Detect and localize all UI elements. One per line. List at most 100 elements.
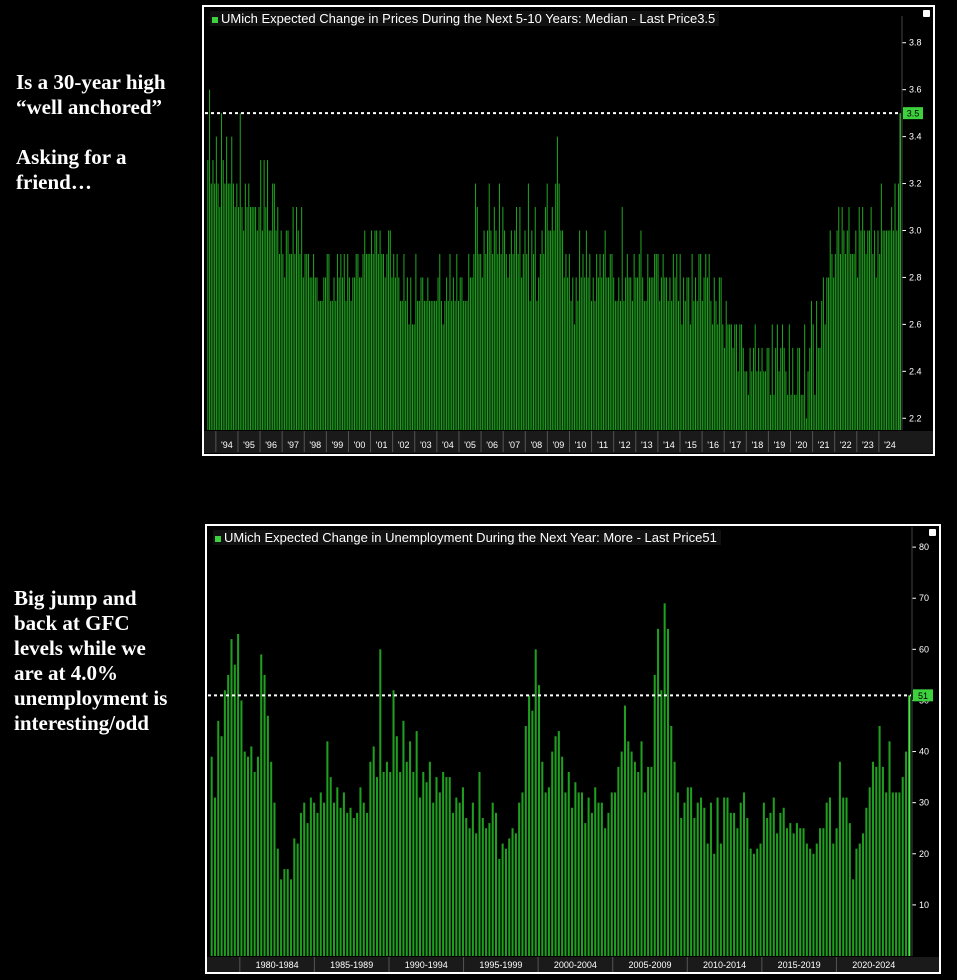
- data-bar: [382, 253, 385, 430]
- data-bar: [686, 277, 688, 430]
- data-bar: [679, 253, 681, 430]
- data-bar: [388, 230, 390, 430]
- data-bar: [276, 848, 279, 956]
- data-bar: [762, 802, 765, 956]
- data-bar: [258, 207, 260, 430]
- data-bar: [831, 253, 833, 430]
- data-bar: [723, 797, 726, 956]
- data-bar: [222, 160, 224, 430]
- data-bar: [505, 253, 507, 430]
- data-bar: [364, 230, 366, 430]
- x-tick-label: 2000-2004: [554, 960, 597, 970]
- data-bar: [536, 300, 538, 430]
- data-bar: [664, 277, 666, 430]
- y-tick-label: 3.4: [909, 132, 922, 142]
- data-bar: [759, 371, 761, 430]
- data-bar: [455, 797, 458, 956]
- data-bar: [776, 833, 779, 956]
- data-bar: [220, 113, 223, 431]
- data-bar: [706, 277, 708, 430]
- data-bar: [338, 277, 340, 430]
- data-bar: [311, 277, 313, 430]
- data-bar: [895, 792, 898, 956]
- x-tick-label: 2005-2009: [628, 960, 671, 970]
- data-bar: [554, 736, 557, 956]
- data-bar: [495, 812, 498, 956]
- data-bar: [670, 726, 673, 956]
- data-bar: [215, 136, 217, 430]
- data-bar: [561, 756, 564, 956]
- data-bar: [739, 802, 742, 956]
- data-bar: [339, 807, 342, 956]
- data-bar: [812, 324, 814, 430]
- data-bar: [592, 277, 594, 430]
- data-bar: [319, 792, 322, 956]
- data-bar: [392, 690, 395, 956]
- data-bar: [521, 277, 523, 430]
- data-bar: [469, 277, 471, 430]
- data-bar: [637, 277, 639, 430]
- data-bar: [369, 761, 372, 956]
- data-bar: [575, 277, 577, 430]
- x-tick-label: '06: [486, 440, 498, 450]
- data-bar: [719, 843, 722, 956]
- data-bar: [237, 634, 240, 956]
- data-bar: [633, 253, 635, 430]
- data-bar: [832, 843, 835, 956]
- data-bar: [403, 253, 405, 430]
- data-bar: [705, 253, 707, 430]
- data-bar: [531, 710, 534, 956]
- panel-corner-icon[interactable]: [929, 529, 936, 536]
- data-bar: [752, 347, 755, 430]
- data-bar: [865, 807, 868, 956]
- data-bar: [306, 823, 309, 956]
- data-bar: [309, 277, 311, 430]
- y-tick-label: 20: [919, 849, 929, 859]
- data-bar: [521, 792, 524, 956]
- data-bar: [812, 853, 815, 956]
- data-bar: [478, 253, 480, 430]
- data-bar: [706, 843, 709, 956]
- data-bar: [846, 230, 848, 430]
- x-tick-label: '20: [796, 440, 808, 450]
- x-tick-label: '97: [287, 440, 299, 450]
- data-bar: [616, 300, 618, 430]
- data-bar: [627, 741, 630, 956]
- data-bar: [744, 371, 746, 430]
- data-bar: [461, 277, 463, 430]
- data-bar: [543, 253, 545, 430]
- data-bar: [422, 277, 424, 430]
- data-bar: [336, 787, 339, 956]
- data-bar: [408, 324, 410, 430]
- data-bar: [805, 843, 808, 956]
- data-bar: [596, 253, 598, 430]
- data-bar: [891, 792, 894, 956]
- data-bar: [742, 792, 746, 956]
- data-bar: [735, 324, 737, 430]
- data-bar: [751, 371, 753, 430]
- data-bar: [852, 879, 855, 956]
- data-bar: [267, 160, 269, 430]
- data-bar: [318, 300, 320, 430]
- x-tick-label: 2015-2019: [778, 960, 821, 970]
- data-bar: [609, 253, 611, 430]
- data-bar: [350, 300, 352, 430]
- data-bar: [466, 300, 468, 430]
- data-bar: [756, 848, 759, 956]
- data-bar: [666, 277, 668, 430]
- data-bar: [430, 300, 432, 430]
- data-bar: [681, 324, 683, 430]
- data-bar: [495, 230, 497, 430]
- x-tick-label: '22: [840, 440, 852, 450]
- data-bar: [677, 300, 680, 430]
- data-bar: [384, 277, 386, 430]
- data-bar: [891, 207, 893, 430]
- data-bar: [386, 253, 388, 430]
- panel-corner-icon[interactable]: [923, 10, 930, 17]
- data-bar: [342, 792, 345, 956]
- data-bar: [722, 324, 724, 430]
- data-bar: [243, 230, 245, 430]
- data-bar: [769, 812, 772, 956]
- data-bar: [797, 347, 799, 430]
- x-tick-label: 2020-2024: [852, 960, 895, 970]
